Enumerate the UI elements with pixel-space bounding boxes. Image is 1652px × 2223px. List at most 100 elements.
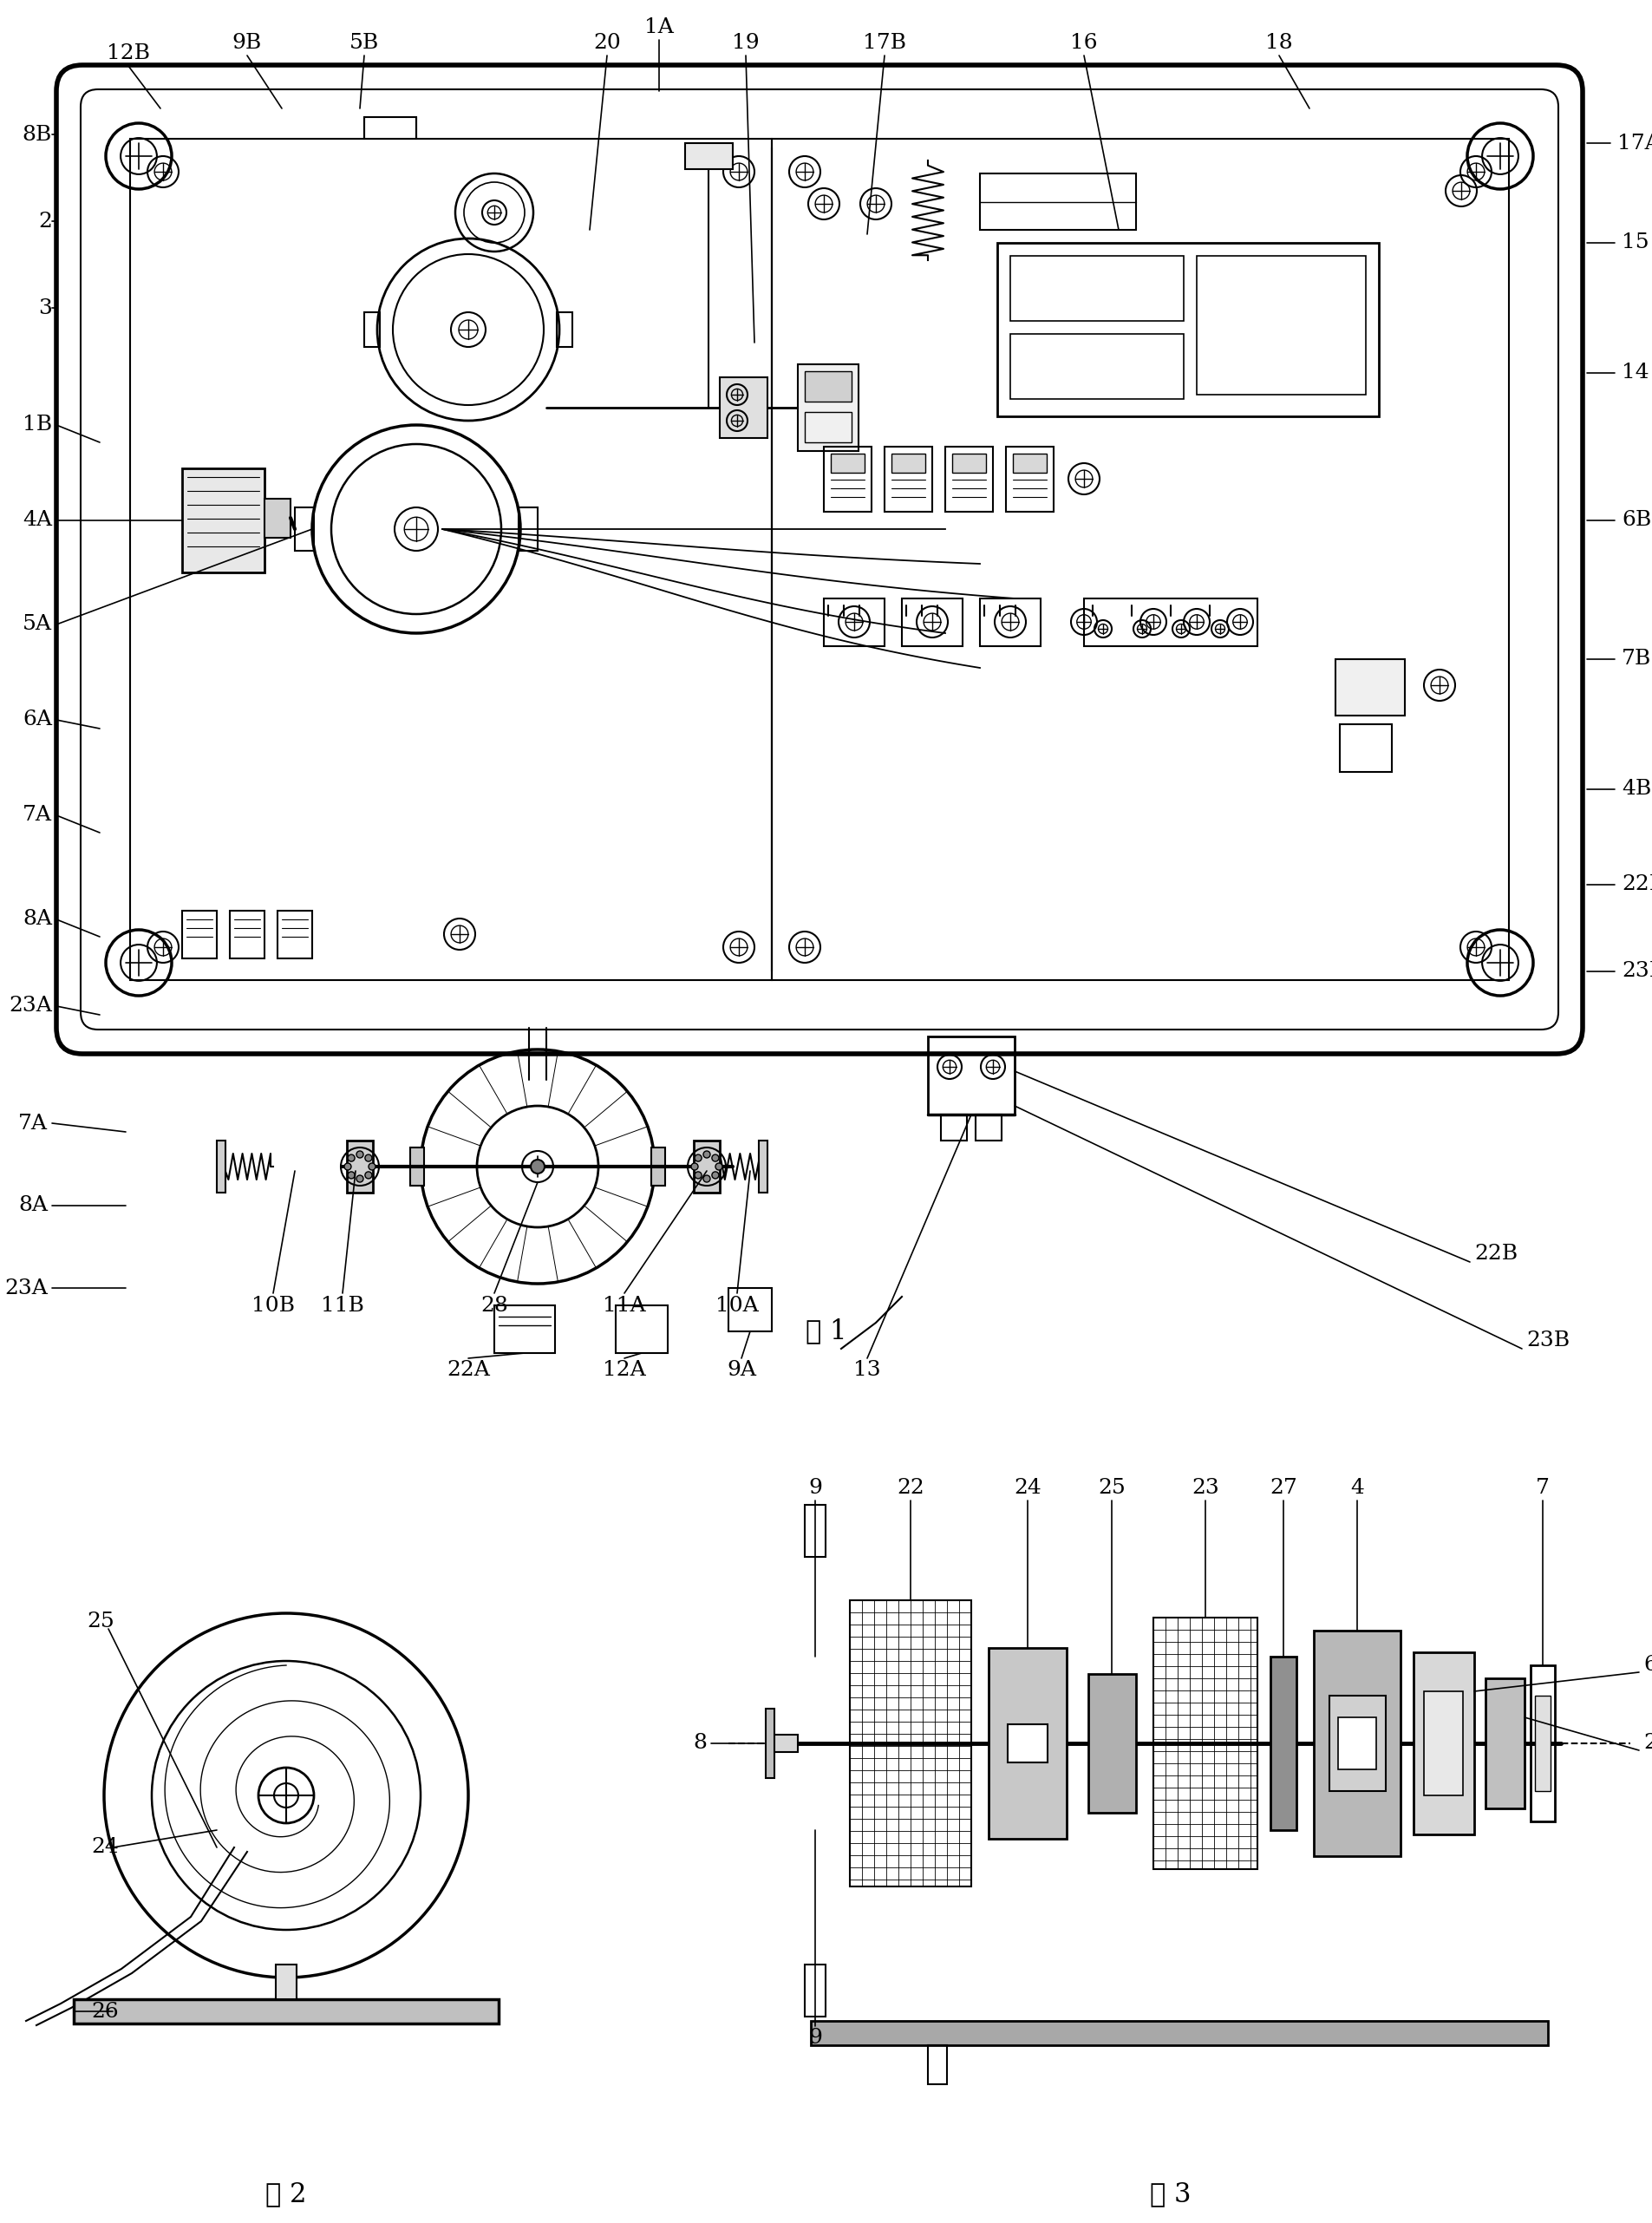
Bar <box>1313 1632 1399 1856</box>
Circle shape <box>368 1163 375 1169</box>
Text: 21: 21 <box>1642 1734 1652 1754</box>
Bar <box>765 1709 775 1778</box>
Bar <box>805 371 851 402</box>
Text: 8: 8 <box>692 1734 707 1754</box>
Bar <box>1013 453 1046 473</box>
Circle shape <box>530 1160 544 1174</box>
Text: 1B: 1B <box>23 416 51 436</box>
Text: 28: 28 <box>481 1296 507 1316</box>
Text: 11A: 11A <box>603 1296 646 1316</box>
Bar <box>694 1140 719 1192</box>
Text: 22: 22 <box>897 1478 923 1498</box>
Bar <box>945 447 993 511</box>
Bar <box>719 378 767 438</box>
Bar <box>823 447 871 511</box>
Bar <box>182 469 264 574</box>
Bar <box>684 142 732 169</box>
Bar <box>1535 1696 1550 1792</box>
Bar <box>811 2021 1548 2045</box>
Text: 9: 9 <box>808 1478 821 1498</box>
Bar <box>363 118 416 138</box>
Text: 7: 7 <box>1535 1478 1550 1498</box>
Bar <box>1328 1696 1384 1792</box>
Text: 图 2: 图 2 <box>266 2181 307 2207</box>
Bar <box>1153 1618 1257 1870</box>
Text: 1A: 1A <box>644 18 674 38</box>
Text: 6A: 6A <box>23 709 51 729</box>
Bar <box>1485 1678 1523 1807</box>
Bar <box>1335 660 1404 716</box>
Circle shape <box>365 1154 372 1160</box>
Bar <box>230 911 264 958</box>
Text: 图 1: 图 1 <box>806 1318 846 1345</box>
Bar <box>823 598 884 647</box>
Text: 23: 23 <box>1191 1478 1219 1498</box>
Bar <box>1530 1665 1555 1821</box>
Bar <box>651 1147 664 1185</box>
Bar <box>1084 598 1257 647</box>
Bar <box>805 1505 824 1556</box>
Bar <box>975 1114 1001 1140</box>
Bar <box>1009 333 1183 398</box>
Bar <box>927 2045 947 2085</box>
Circle shape <box>344 1163 350 1169</box>
Text: 22B: 22B <box>1474 1243 1517 1263</box>
Bar <box>494 1305 555 1354</box>
Text: 5A: 5A <box>23 614 51 634</box>
Bar <box>884 447 932 511</box>
Bar <box>1006 447 1052 511</box>
Text: 8B: 8B <box>23 124 51 144</box>
Circle shape <box>357 1152 363 1158</box>
Bar <box>1087 1674 1135 1812</box>
Text: 11B: 11B <box>320 1296 363 1316</box>
Bar <box>1422 1692 1462 1796</box>
Bar <box>996 242 1378 416</box>
Text: 图 3: 图 3 <box>1150 2181 1191 2207</box>
Bar <box>729 1287 771 1332</box>
Text: 13: 13 <box>852 1360 881 1380</box>
Circle shape <box>702 1176 710 1183</box>
Text: 14: 14 <box>1621 362 1649 382</box>
Text: 8A: 8A <box>23 909 51 929</box>
Text: 7A: 7A <box>18 1114 48 1134</box>
Bar <box>927 1036 1014 1114</box>
Text: 4: 4 <box>1350 1478 1363 1498</box>
Text: 2: 2 <box>38 211 51 231</box>
Bar <box>294 507 314 551</box>
Bar <box>131 138 771 980</box>
Circle shape <box>365 1172 372 1178</box>
Bar <box>278 911 312 958</box>
Bar <box>980 173 1135 229</box>
Circle shape <box>715 1163 722 1169</box>
Bar <box>758 1140 767 1192</box>
Circle shape <box>702 1152 710 1158</box>
Text: 25: 25 <box>86 1612 114 1632</box>
Text: 7B: 7B <box>1621 649 1650 669</box>
Text: 6: 6 <box>1642 1656 1652 1676</box>
Circle shape <box>691 1163 697 1169</box>
Text: 23A: 23A <box>8 996 51 1016</box>
Bar <box>1340 725 1391 771</box>
Bar <box>940 1114 966 1140</box>
Text: 10B: 10B <box>251 1296 294 1316</box>
Text: 17B: 17B <box>862 33 905 53</box>
Bar <box>980 598 1041 647</box>
Circle shape <box>694 1172 702 1178</box>
Bar <box>831 453 864 473</box>
Bar <box>410 1147 425 1185</box>
Bar <box>1338 1718 1376 1770</box>
Bar <box>276 1965 296 1998</box>
Text: 4B: 4B <box>1621 780 1650 800</box>
Text: 8A: 8A <box>18 1196 48 1216</box>
Bar <box>849 1601 971 1887</box>
Text: 4A: 4A <box>23 511 51 531</box>
Bar <box>798 365 857 451</box>
Text: 23A: 23A <box>5 1278 48 1298</box>
Text: 25: 25 <box>1097 1478 1125 1498</box>
Text: 7A: 7A <box>23 805 51 825</box>
Bar <box>182 911 216 958</box>
Bar <box>519 507 537 551</box>
Bar <box>347 1140 373 1192</box>
FancyBboxPatch shape <box>56 64 1583 1054</box>
Text: 27: 27 <box>1269 1478 1297 1498</box>
